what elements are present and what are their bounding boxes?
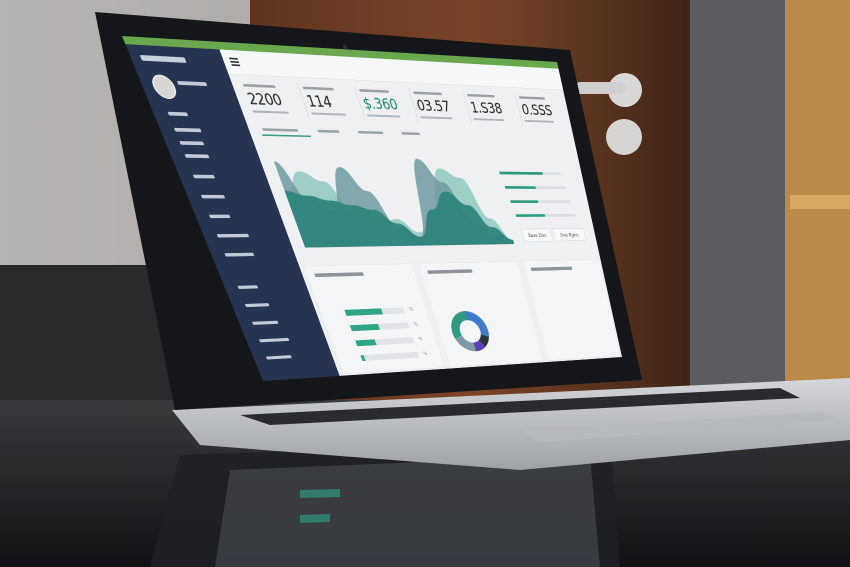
card-title <box>427 269 473 274</box>
kpi-card: 2200 <box>238 80 304 118</box>
webcam <box>343 45 347 49</box>
kpi-value: 0.SSS <box>519 101 554 120</box>
menu-icon[interactable] <box>228 57 239 60</box>
reflection <box>150 440 620 567</box>
progress-bar <box>344 307 405 316</box>
keyboard <box>240 388 800 425</box>
legend-progress <box>504 186 567 190</box>
tab[interactable] <box>317 129 340 133</box>
avatar <box>148 74 180 100</box>
progress-bar <box>355 337 415 347</box>
sidebar-item[interactable] <box>216 233 250 238</box>
progress-bar <box>360 351 420 362</box>
donut-chart <box>446 310 492 353</box>
kpi-card: 1.S38 <box>462 90 517 126</box>
kpi-card: 03.57 <box>408 88 466 124</box>
tab[interactable] <box>401 132 421 136</box>
active-tab-indicator <box>261 134 312 138</box>
door-handle <box>608 73 642 107</box>
sidebar-item[interactable] <box>167 111 189 117</box>
kpi-card: 0.SSS <box>514 93 566 127</box>
progress-bar <box>349 322 410 332</box>
kpi-value: 1.S38 <box>468 99 504 118</box>
laptop-screen: 2200 114 $.360 03.57 1.S38 0.SSS Save Do… <box>122 36 623 382</box>
pct-label: % <box>422 351 428 357</box>
sidebar-item[interactable] <box>258 337 290 343</box>
tab-overview[interactable] <box>261 128 299 132</box>
save-button[interactable]: Save Doc <box>521 228 553 242</box>
user-name <box>176 80 208 87</box>
sidebar-item[interactable] <box>173 127 202 133</box>
pct-label: % <box>418 336 424 342</box>
tab[interactable] <box>357 130 384 135</box>
door-lock <box>606 119 642 155</box>
sidebar-item[interactable] <box>237 285 259 290</box>
sidebar-item[interactable] <box>224 252 255 257</box>
trackpad <box>520 412 840 442</box>
sidebar-item[interactable] <box>251 320 279 325</box>
sidebar-item[interactable] <box>192 174 216 179</box>
window-frame <box>690 0 790 400</box>
donut-slice <box>464 310 490 338</box>
pct-label: % <box>408 307 414 312</box>
legend-progress <box>499 171 562 176</box>
legend-progress <box>510 200 571 203</box>
area-chart <box>272 156 515 248</box>
kpi-value: 03.57 <box>414 96 452 116</box>
sidebar-item[interactable] <box>184 154 210 159</box>
sidebar-item[interactable] <box>208 214 231 219</box>
legend-progress <box>515 214 576 217</box>
kpi-value: 2200 <box>244 89 285 110</box>
kpi-card: $.360 <box>354 85 414 122</box>
sidebar-item[interactable] <box>200 194 226 199</box>
kpi-value: $.360 <box>360 94 400 114</box>
brand-logo <box>139 54 187 63</box>
sidebar-item[interactable] <box>265 355 292 360</box>
kpi-value: 114 <box>304 92 334 112</box>
area-series <box>284 190 515 248</box>
pct-label: % <box>413 322 419 327</box>
card-title <box>530 266 573 271</box>
regions-button[interactable]: Dos Rgns <box>552 228 587 242</box>
donut-slice <box>454 334 477 353</box>
sidebar-item[interactable] <box>179 141 205 146</box>
sidebar-item[interactable] <box>244 303 270 308</box>
kpi-card: 114 <box>297 83 361 121</box>
card-title <box>314 272 365 278</box>
